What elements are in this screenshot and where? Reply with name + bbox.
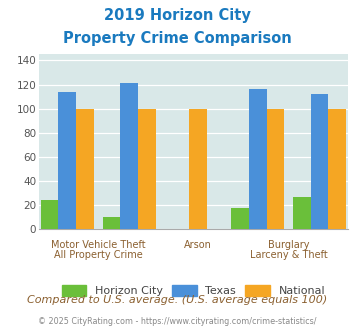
Bar (231, 208, 249, 229)
Text: Larceny & Theft: Larceny & Theft (250, 250, 328, 260)
Text: Arson: Arson (184, 240, 212, 250)
Text: © 2025 CityRating.com - https://www.cityrating.com/crime-statistics/: © 2025 CityRating.com - https://www.city… (38, 317, 317, 326)
Bar (189, 109, 207, 229)
Bar (103, 217, 120, 229)
Bar (138, 109, 155, 229)
Bar (41, 200, 59, 229)
Text: Property Crime Comparison: Property Crime Comparison (63, 31, 292, 46)
Text: Motor Vehicle Theft: Motor Vehicle Theft (51, 240, 146, 250)
Bar (293, 197, 311, 229)
Text: Compared to U.S. average. (U.S. average equals 100): Compared to U.S. average. (U.S. average … (27, 295, 328, 305)
Bar (328, 109, 346, 229)
Bar (120, 83, 138, 229)
Bar (59, 92, 76, 229)
Text: 2019 Horizon City: 2019 Horizon City (104, 8, 251, 23)
Text: All Property Crime: All Property Crime (54, 250, 143, 260)
Bar (311, 94, 328, 229)
Bar (249, 89, 267, 229)
Bar (76, 109, 94, 229)
Bar (267, 109, 284, 229)
Legend: Horizon City, Texas, National: Horizon City, Texas, National (58, 281, 329, 301)
Text: Burglary: Burglary (268, 240, 310, 250)
